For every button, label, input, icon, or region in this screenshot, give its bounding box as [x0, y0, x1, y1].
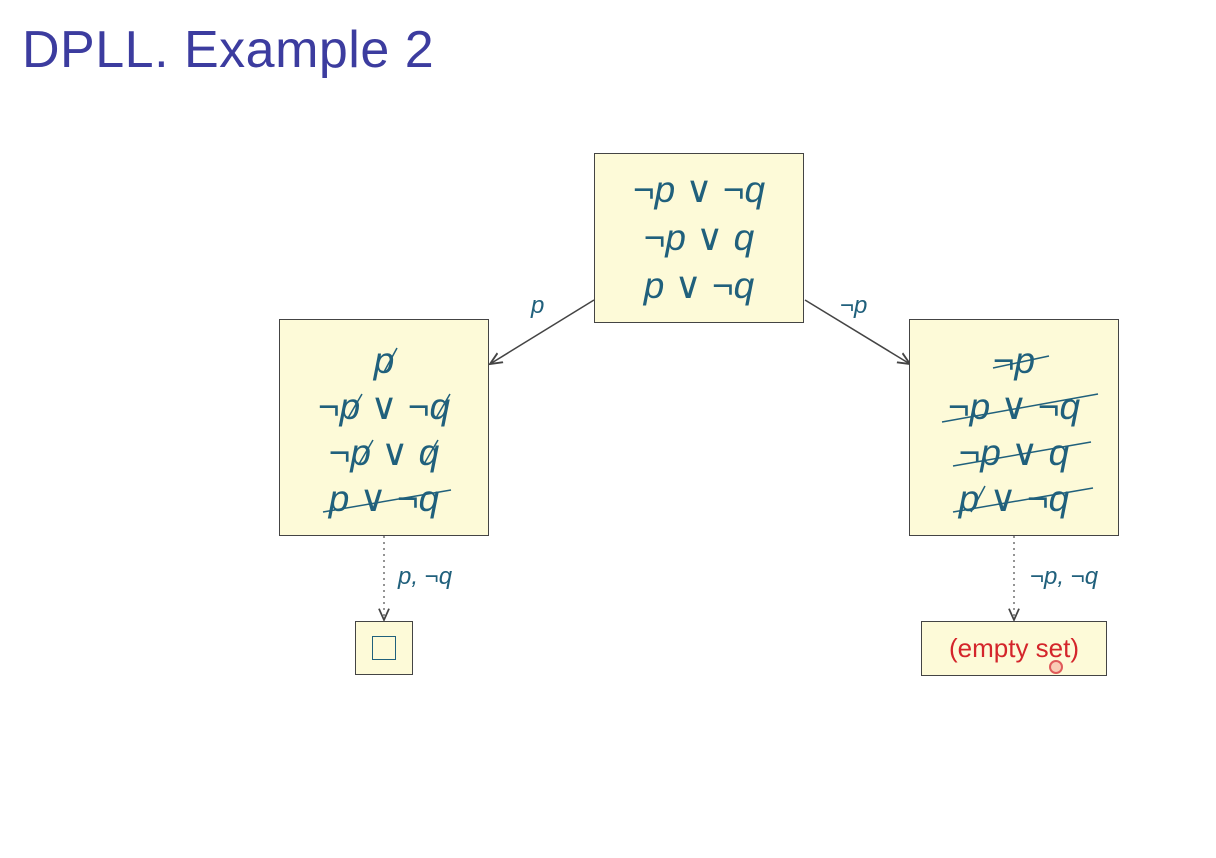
empty-clause-box-icon — [372, 636, 396, 660]
edge-label-left: p — [531, 292, 545, 319]
left-node: p ¬p ∨ ¬q ¬p ∨ q p ∨ ¬q — [279, 319, 489, 536]
left-clause-1: p — [374, 338, 398, 384]
right-result-node: (empty set) — [921, 621, 1107, 676]
left-result-node — [355, 621, 413, 675]
right-clause-4: p ∨ ¬q — [952, 476, 1093, 522]
root-clause-2: ¬p ∨ q — [643, 217, 755, 258]
left-clause-4: p ∨ ¬q — [322, 476, 451, 522]
slide-title: DPLL. Example 2 — [22, 21, 435, 79]
unit-label-right: ¬p, ¬q — [1030, 563, 1099, 590]
root-node: ¬p ∨ ¬q ¬p ∨ q p ∨ ¬q — [594, 153, 804, 323]
edge-label-right: ¬p — [840, 292, 868, 319]
root-clause-1: ¬p ∨ ¬q — [632, 169, 766, 210]
pointer-highlight-icon — [1049, 660, 1063, 674]
right-clause-2: ¬p ∨ ¬q — [941, 384, 1099, 430]
left-clause-3: ¬p ∨ q — [329, 430, 439, 476]
edge-root-left — [490, 299, 595, 364]
right-clause-3: ¬p ∨ q — [952, 430, 1091, 476]
empty-set-text: (empty set) — [948, 633, 1080, 663]
root-clause-3: p ∨ ¬q — [643, 265, 755, 306]
edge-root-right — [804, 299, 910, 364]
right-clause-1: ¬p — [992, 338, 1050, 384]
left-clause-2: ¬p ∨ ¬q — [318, 384, 451, 430]
unit-label-left: p, ¬q — [398, 563, 453, 590]
right-node: ¬p ¬p ∨ ¬q ¬p ∨ q p ∨ ¬q — [909, 319, 1119, 536]
